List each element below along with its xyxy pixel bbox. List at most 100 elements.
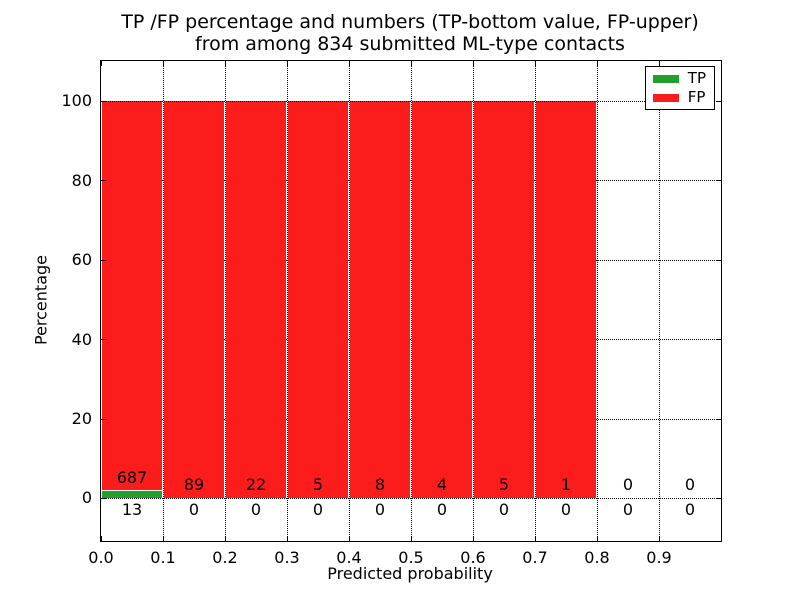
x-tick-top	[224, 61, 226, 66]
y-tick-right	[716, 100, 721, 102]
fp-count-bin4: 8	[374, 475, 386, 495]
tp-legend-label: TP	[687, 69, 706, 87]
fp-legend-swatch	[652, 93, 679, 102]
gridline-x-0p2	[224, 61, 226, 541]
x-tick-label-0.0: 0.0	[88, 548, 114, 567]
y-tick-label-40: 40	[71, 329, 92, 349]
x-tick-bottom	[162, 536, 164, 541]
fp-count-bin9: 0	[684, 475, 696, 495]
x-tick-top	[410, 61, 412, 66]
gridline-x-0p5	[410, 61, 412, 541]
x-tick-bottom	[534, 536, 536, 541]
bar-fp-bin0	[102, 101, 162, 492]
x-tick-top	[162, 61, 164, 66]
x-tick-bottom	[410, 536, 412, 541]
chart-title-line1: TP /FP percentage and numbers (TP-bottom…	[121, 11, 699, 33]
fp-count-bin1: 89	[183, 475, 205, 495]
chart-title: TP /FP percentage and numbers (TP-bottom…	[90, 11, 730, 55]
gridline-x-0p7	[534, 61, 536, 541]
fp-count-bin0: 687	[116, 467, 148, 487]
tp-count-bin2: 0	[250, 500, 262, 520]
x-tick-label-0.3: 0.3	[274, 548, 300, 567]
x-tick-label-0.4: 0.4	[336, 548, 362, 567]
tp-count-bin7: 0	[560, 500, 572, 520]
bar-fp-bin1	[164, 101, 224, 499]
x-tick-label-0.5: 0.5	[398, 548, 424, 567]
fp-count-bin7: 1	[560, 475, 572, 495]
x-tick-bottom	[596, 536, 598, 541]
y-tick-right	[716, 497, 721, 499]
y-tick-label-20: 20	[71, 409, 92, 428]
tp-legend-swatch	[652, 74, 679, 83]
y-tick-left	[101, 259, 106, 261]
x-tick-top	[720, 61, 722, 66]
tp-count-bin5: 0	[436, 500, 448, 520]
y-tick-left	[101, 100, 106, 102]
tp-count-bin9: 0	[684, 500, 696, 520]
x-tick-top	[100, 61, 102, 66]
x-tick-top	[472, 61, 474, 66]
y-tick-left	[101, 418, 106, 420]
x-tick-bottom	[348, 536, 350, 541]
x-tick-bottom	[286, 536, 288, 541]
gridline-x-0p9	[658, 61, 660, 541]
x-tick-bottom	[100, 536, 102, 541]
bar-fp-bin6	[474, 101, 534, 499]
x-tick-top	[658, 61, 660, 66]
tp-count-bin4: 0	[374, 500, 386, 520]
legend-item-fp: FP	[652, 88, 706, 106]
tp-count-bin8: 0	[622, 500, 634, 520]
bar-fp-bin5	[412, 101, 472, 499]
x-tick-label-0.7: 0.7	[522, 548, 548, 567]
y-tick-left	[101, 339, 106, 341]
x-tick-bottom	[658, 536, 660, 541]
y-tick-right	[716, 180, 721, 182]
gridline-x-0p8	[596, 61, 598, 541]
y-tick-label-60: 60	[71, 250, 92, 270]
plot-area: TP FP 687 13 89 0 22 0 5 0 8 0 4 0 5 0 1 0 0 0 0 0 0.0 0.1 0.2…	[61, 60, 722, 566]
x-tick-label-0.8: 0.8	[584, 548, 610, 567]
y-tick-label-0: 0	[81, 488, 92, 508]
bar-fp-bin7	[536, 101, 596, 499]
fp-count-bin8: 0	[622, 475, 634, 495]
bar-fp-bin2	[226, 101, 286, 499]
fp-count-bin6: 5	[498, 475, 510, 495]
gridline-x-0p4	[348, 61, 350, 541]
tp-count-bin6: 0	[498, 500, 510, 520]
x-tick-label-0.9: 0.9	[646, 548, 672, 567]
y-tick-label-100: 100	[61, 91, 92, 111]
legend-item-tp: TP	[652, 69, 706, 87]
gridline-x-0p3	[286, 61, 288, 541]
x-tick-bottom	[472, 536, 474, 541]
x-axis-label: Predicted probability	[327, 564, 493, 583]
gridline-x-0p1	[162, 61, 164, 541]
gridline-y-0	[101, 497, 721, 499]
x-tick-label-0.1: 0.1	[150, 548, 176, 567]
gridline-y-100	[101, 100, 721, 102]
y-tick-right	[716, 418, 721, 420]
y-tick-right	[716, 259, 721, 261]
fp-count-bin2: 22	[245, 475, 267, 495]
x-tick-label-0.2: 0.2	[212, 548, 238, 567]
x-tick-top	[596, 61, 598, 66]
tp-count-bin3: 0	[312, 500, 324, 520]
y-tick-left	[101, 497, 106, 499]
fp-count-bin5: 4	[436, 475, 448, 495]
y-tick-label-80: 80	[71, 170, 92, 190]
x-tick-label-0.6: 0.6	[460, 548, 486, 567]
bar-tp-bin0	[102, 491, 162, 499]
fp-legend-label: FP	[687, 88, 706, 106]
x-tick-bottom	[224, 536, 226, 541]
x-tick-top	[348, 61, 350, 66]
x-tick-top	[286, 61, 288, 66]
fp-count-bin3: 5	[312, 475, 324, 495]
y-tick-right	[716, 339, 721, 341]
bar-fp-bin3	[288, 101, 348, 499]
chart-title-line2: from among 834 submitted ML-type contact…	[195, 33, 625, 55]
bar-fp-bin4	[350, 101, 410, 499]
x-tick-top	[534, 61, 536, 66]
tp-count-bin1: 0	[188, 500, 200, 520]
y-tick-left	[101, 180, 106, 182]
gridline-x-0p6	[472, 61, 474, 541]
